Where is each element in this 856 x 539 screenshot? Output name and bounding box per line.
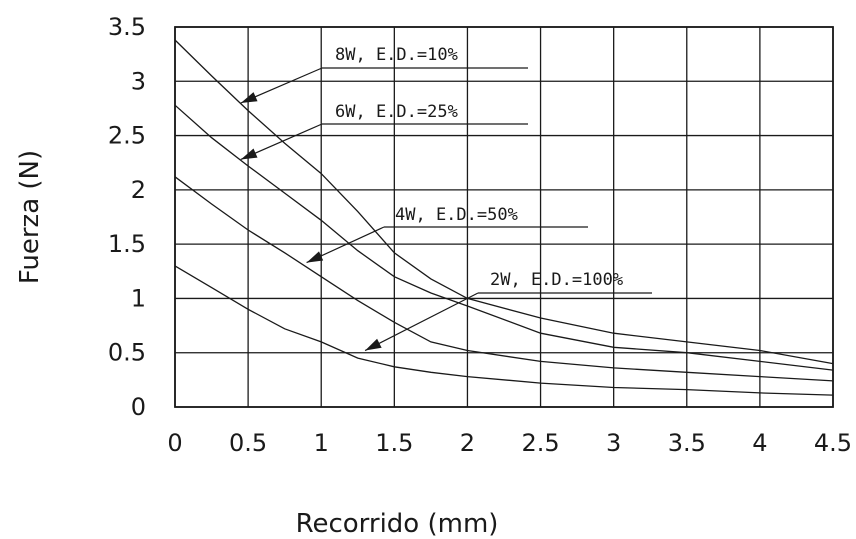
chart-tick-labels: 0 0.5 1 1.5 2 2.5 3 3.5 4 4.5 0 0.5 1 1.5 2 2.5 3 3.5 (108, 13, 852, 457)
annotation-arrowhead (240, 148, 258, 160)
annotation-1: 8W, E.D.=10% (240, 45, 528, 104)
annotation-2: 6W, E.D.=25% (240, 102, 528, 161)
series-line-2 (174, 104, 834, 371)
x-tick-label: 3.5 (668, 429, 706, 457)
series-line-4 (174, 265, 834, 396)
x-tick-label: 4 (752, 429, 767, 457)
series-line-3 (174, 176, 834, 382)
annotation-label: 2W, E.D.=100% (490, 270, 623, 290)
x-tick-label: 4.5 (814, 429, 852, 457)
y-tick-label: 3 (131, 67, 146, 95)
x-tick-label: 0 (167, 429, 182, 457)
annotation-4: 2W, E.D.=100% (364, 270, 652, 352)
annotation-arrowhead (306, 251, 324, 263)
y-tick-label: 2.5 (108, 122, 146, 150)
x-tick-label: 1 (314, 429, 329, 457)
annotation-leader (364, 292, 479, 352)
annotation-arrowhead (365, 338, 382, 351)
annotation-label: 4W, E.D.=50% (395, 205, 518, 225)
y-tick-label: 0 (131, 393, 146, 421)
annotation-label: 6W, E.D.=25% (335, 102, 458, 122)
plot-frame (174, 26, 834, 408)
series-line-1 (174, 39, 834, 365)
x-tick-label: 2 (460, 429, 475, 457)
x-tick-label: 3 (606, 429, 621, 457)
y-axis-title: Fuerza (N) (15, 150, 45, 284)
annotation-label: 8W, E.D.=10% (335, 45, 458, 65)
annotation-3: 4W, E.D.=50% (306, 205, 588, 264)
chart-curves (174, 39, 834, 396)
annotation-arrowhead (240, 92, 258, 103)
x-tick-label: 0.5 (229, 429, 267, 457)
y-tick-label: 1.5 (108, 230, 146, 258)
y-tick-label: 3.5 (108, 13, 146, 41)
chart-annotations: 8W, E.D.=10% 6W, E.D.=25% 4W, E.D.=50% 2W, … (240, 45, 652, 352)
x-axis-title: Recorrido (mm) (296, 509, 499, 539)
y-tick-label: 1 (131, 284, 146, 312)
x-tick-label: 1.5 (375, 429, 413, 457)
y-tick-label: 2 (131, 176, 146, 204)
x-tick-label: 2.5 (521, 429, 559, 457)
chart-grid (174, 26, 834, 408)
y-tick-label: 0.5 (108, 339, 146, 367)
